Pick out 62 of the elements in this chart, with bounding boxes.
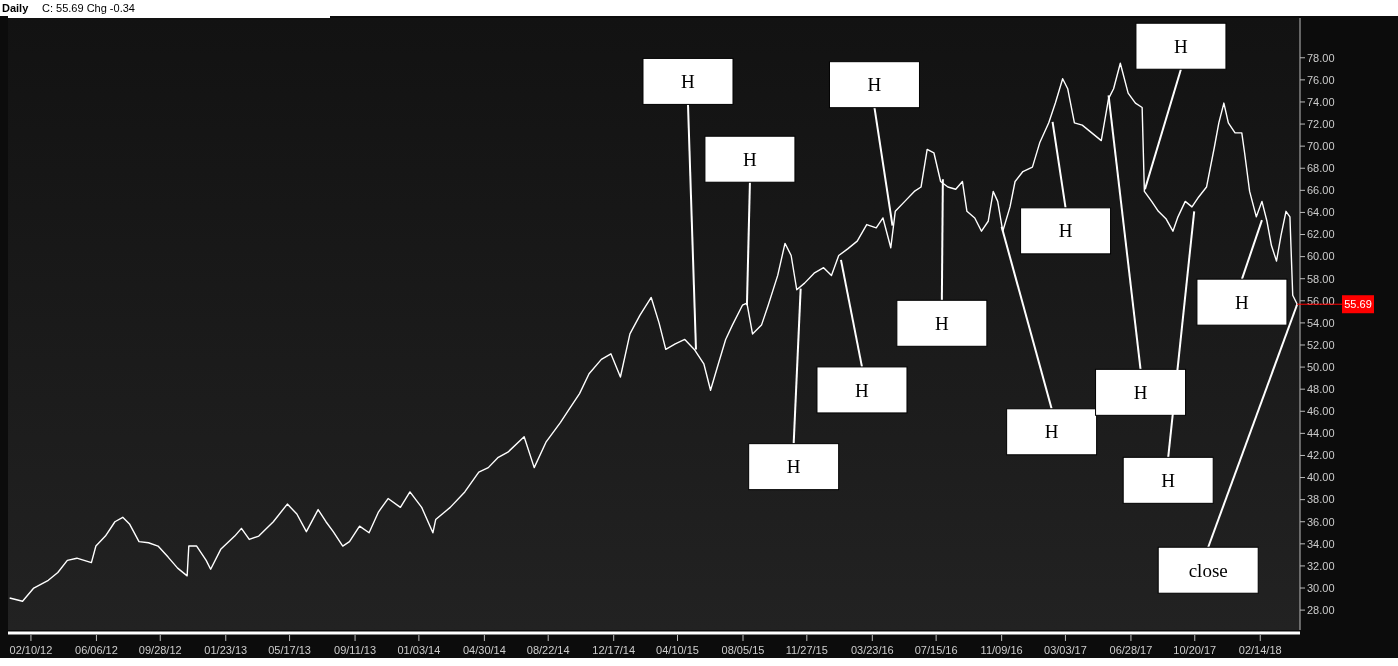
x-tick-label: 04/30/14 [462, 644, 506, 656]
x-tick-label: 09/28/12 [138, 644, 182, 656]
y-tick-label: 60.00 [1307, 250, 1335, 263]
y-tick-label: 58.00 [1307, 272, 1335, 285]
y-tick-label: 62.00 [1307, 228, 1335, 241]
y-tick-label: 56.00 [1307, 294, 1335, 307]
x-tick-label: 12/17/14 [592, 644, 636, 656]
y-tick-label: 46.00 [1307, 405, 1335, 418]
x-tick-label: 03/23/16 [850, 644, 894, 656]
y-tick-label: 36.00 [1307, 515, 1335, 528]
y-tick-label: 66.00 [1307, 184, 1335, 197]
y-tick-label: 30.00 [1307, 581, 1335, 594]
y-tick-label: 52.00 [1307, 338, 1335, 351]
annotation: H [681, 71, 696, 93]
annotation: H [1235, 291, 1250, 313]
y-tick-label: 70.00 [1307, 139, 1335, 152]
y-tick-label: 48.00 [1307, 383, 1335, 396]
x-tick-label: 01/23/13 [204, 644, 248, 656]
annotation: H [1058, 220, 1073, 242]
x-tick-label: 11/09/16 [980, 644, 1023, 656]
x-tick-label: 09/11/13 [334, 644, 377, 656]
annotation: H [934, 312, 949, 334]
x-tick-label: 03/03/17 [1044, 644, 1087, 656]
y-tick-label: 72.00 [1307, 117, 1335, 130]
y-tick-label: 44.00 [1307, 427, 1335, 440]
x-tick-label: 05/17/13 [268, 644, 311, 656]
annotation: close [1188, 559, 1228, 581]
annotation: H [1161, 469, 1176, 491]
y-tick-label: 42.00 [1307, 449, 1335, 462]
annotation: H [743, 148, 758, 170]
x-tick-label: 11/27/15 [785, 644, 828, 656]
y-tick-label: 54.00 [1307, 316, 1335, 329]
annotation: H [867, 74, 882, 96]
chart-title: Daily [2, 2, 30, 14]
y-tick-label: 50.00 [1307, 360, 1335, 373]
y-tick-label: 74.00 [1307, 95, 1335, 108]
annotation: H [1133, 381, 1148, 403]
x-tick-label: 08/05/15 [721, 644, 765, 656]
y-tick-label: 28.00 [1307, 603, 1335, 616]
x-tick-label: 01/03/14 [397, 644, 441, 656]
x-tick-label: 02/10/12 [9, 644, 53, 656]
annotation: H [786, 456, 801, 478]
y-tick-label: 78.00 [1307, 51, 1335, 64]
y-tick-label: 68.00 [1307, 162, 1335, 175]
x-tick-label: 10/20/17 [1173, 644, 1217, 656]
x-tick-label: 02/14/18 [1238, 644, 1282, 656]
y-tick-label: 76.00 [1307, 73, 1335, 86]
annotation: H [1044, 421, 1059, 443]
y-tick-label: 34.00 [1307, 537, 1335, 550]
y-tick-label: 64.00 [1307, 206, 1335, 219]
x-tick-label: 07/15/16 [914, 644, 958, 656]
x-tick-label: 06/28/17 [1109, 644, 1153, 656]
x-tick-label: 06/06/12 [75, 644, 118, 656]
annotation: H [855, 379, 870, 401]
annotation: H [1174, 35, 1189, 57]
x-tick-label: 08/22/14 [526, 644, 570, 656]
chart-subtitle: C: 55.69 Chg -0.34 [42, 2, 135, 14]
annotation: 55.69 [1344, 298, 1372, 311]
y-tick-label: 32.00 [1307, 559, 1335, 572]
x-tick-label: 04/10/15 [656, 644, 699, 656]
y-tick-label: 38.00 [1307, 493, 1335, 506]
y-tick-label: 40.00 [1307, 471, 1335, 484]
